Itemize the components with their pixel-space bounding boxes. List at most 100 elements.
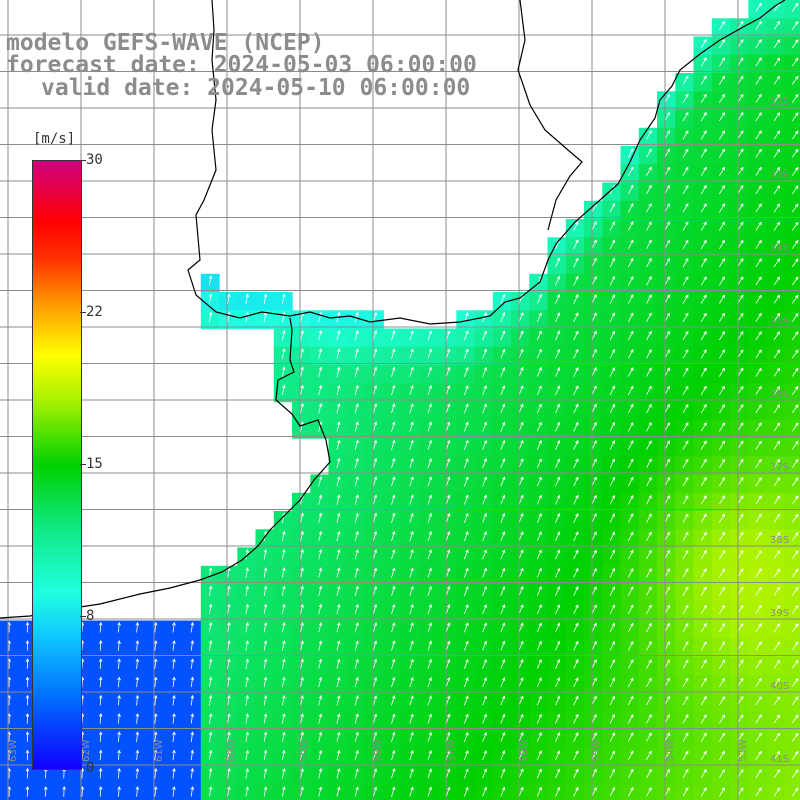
wind-speed-cell (273, 620, 293, 640)
wind-arrow (555, 713, 561, 724)
wind-speed-cell (675, 492, 695, 512)
wind-speed-cell (711, 657, 731, 676)
wind-speed-cell (730, 419, 749, 439)
wind-speed-cell (511, 511, 530, 530)
longitude-label: 62W (81, 739, 92, 762)
wind-arrow (518, 658, 524, 669)
wind-speed-cell (584, 711, 603, 731)
wind-speed-cell (511, 693, 530, 713)
wind-speed-cell (200, 675, 220, 695)
wind-speed-cell (711, 91, 731, 111)
wind-speed-cell (584, 456, 603, 476)
wind-arrow (755, 769, 762, 779)
wind-speed-cell (328, 474, 348, 494)
wind-arrow (773, 550, 780, 560)
wind-speed-cell (620, 565, 640, 585)
colorbar-tickmark (80, 312, 86, 313)
wind-speed-cell (766, 438, 786, 457)
wind-speed-cell (657, 547, 676, 567)
wind-arrow (719, 787, 725, 797)
wind-speed-cell (657, 310, 676, 330)
wind-arrow (300, 402, 304, 414)
wind-arrow (591, 604, 597, 615)
wind-speed-cell (657, 675, 676, 695)
wind-speed-cell (602, 492, 622, 512)
wind-speed-cell (730, 109, 749, 129)
wind-arrow (719, 75, 725, 85)
wind-arrow (208, 767, 213, 779)
wind-arrow (773, 258, 780, 268)
wind-speed-cell (346, 748, 366, 768)
wind-arrow (682, 330, 689, 341)
wind-arrow (445, 458, 451, 469)
wind-arrow (700, 695, 707, 706)
wind-speed-cell (438, 675, 457, 695)
wind-arrow (682, 695, 689, 706)
wind-arrow (719, 458, 725, 469)
wind-speed-cell (602, 766, 622, 786)
wind-speed-cell (784, 438, 800, 457)
wind-speed-cell (584, 657, 603, 676)
wind-arrow (153, 749, 158, 761)
wind-speed-cell (474, 602, 494, 622)
wind-arrow (536, 312, 542, 323)
wind-arrow (773, 696, 780, 706)
wind-speed-cell (565, 419, 585, 439)
wind-arrow (518, 421, 524, 432)
wind-arrow (518, 585, 524, 596)
wind-arrow (482, 731, 487, 742)
wind-arrow (536, 549, 542, 560)
wind-speed-cell (219, 675, 238, 695)
wind-speed-cell (365, 346, 384, 366)
wind-arrow (573, 695, 579, 706)
latitude-label: 35S (770, 316, 789, 327)
wind-arrow (591, 567, 597, 578)
wind-arrow (117, 676, 121, 688)
wind-speed-cell (565, 766, 585, 786)
wind-speed-cell (657, 730, 676, 749)
wind-speed-cell (784, 620, 800, 640)
wind-speed-cell (492, 383, 512, 403)
wind-speed-cell (675, 529, 695, 549)
wind-arrow (664, 768, 670, 779)
wind-arrow (646, 275, 652, 286)
wind-speed-cell (219, 766, 238, 786)
wind-arrow (263, 640, 268, 651)
wind-arrow (518, 713, 524, 724)
wind-arrow (646, 531, 652, 541)
wind-arrow (700, 130, 707, 140)
wind-speed-cell (784, 784, 800, 800)
wind-speed-cell (365, 310, 384, 330)
wind-speed-cell (383, 620, 403, 640)
wind-speed-cell (365, 492, 384, 512)
wind-speed-cell (547, 565, 567, 585)
wind-arrow (391, 749, 396, 761)
wind-speed-cell (620, 292, 640, 311)
wind-speed-cell (748, 310, 768, 330)
wind-speed-cell (547, 766, 567, 786)
wind-speed-cell (511, 620, 530, 640)
wind-speed-cell (602, 383, 622, 403)
wind-arrow (464, 585, 469, 596)
wind-speed-cell (711, 584, 731, 603)
wind-arrow (153, 767, 158, 779)
wind-speed-cell (766, 91, 786, 111)
wind-arrow (500, 458, 506, 469)
wind-speed-cell (419, 620, 439, 640)
wind-arrow (482, 549, 487, 560)
wind-speed-cell (511, 474, 530, 494)
wind-arrow (627, 494, 634, 505)
wind-arrow (445, 750, 451, 761)
wind-arrow (591, 622, 597, 633)
wind-arrow (700, 349, 707, 359)
wind-speed-cell (748, 620, 768, 640)
wind-speed-cell (675, 657, 695, 676)
wind-speed-cell (419, 584, 439, 603)
wind-arrow (391, 786, 396, 797)
wind-speed-cell (657, 620, 676, 640)
wind-arrow (464, 531, 469, 542)
wind-arrow (719, 403, 725, 414)
wind-arrow (318, 311, 323, 323)
wind-speed-cell (456, 529, 476, 549)
wind-speed-cell (784, 675, 800, 695)
